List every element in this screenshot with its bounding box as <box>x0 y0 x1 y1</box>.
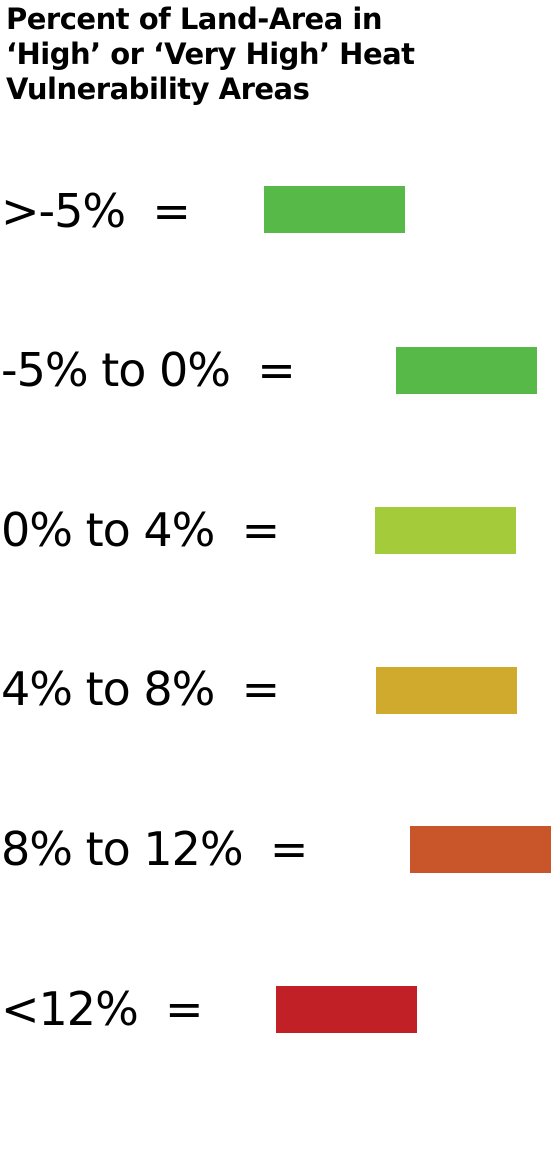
legend-entry-label: >-5% = <box>1 184 191 238</box>
legend-color-swatch <box>276 986 417 1033</box>
legend-color-swatch <box>264 186 405 233</box>
legend-title: Percent of Land-Area in ‘High’ or ‘Very … <box>6 2 415 107</box>
legend-entry-label: -5% to 0% = <box>1 343 296 397</box>
legend-entry-label: 0% to 4% = <box>1 503 280 557</box>
legend-title-line: Vulnerability Areas <box>6 72 310 106</box>
legend-title-line: Percent of Land-Area in <box>6 2 382 36</box>
legend-color-swatch <box>396 347 537 394</box>
legend-color-swatch <box>375 507 516 554</box>
legend-entry-label: <12% = <box>1 982 204 1036</box>
legend-entry-label: 8% to 12% = <box>1 822 308 876</box>
legend-entry-label: 4% to 8% = <box>1 662 280 716</box>
legend-title-line: ‘High’ or ‘Very High’ Heat <box>6 37 415 71</box>
legend-color-swatch <box>410 826 551 873</box>
legend-color-swatch <box>376 667 517 714</box>
